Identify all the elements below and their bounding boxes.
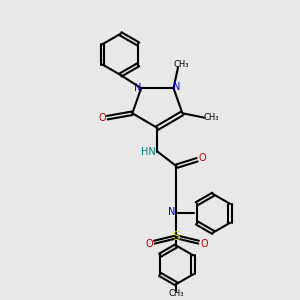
Text: O: O xyxy=(199,153,206,163)
Text: N: N xyxy=(168,207,176,217)
Text: O: O xyxy=(145,238,153,249)
Text: CH₃: CH₃ xyxy=(169,289,184,298)
Text: CH₃: CH₃ xyxy=(203,113,219,122)
Text: S: S xyxy=(172,230,181,243)
Text: CH₃: CH₃ xyxy=(173,60,189,69)
Text: N: N xyxy=(173,82,181,92)
Text: O: O xyxy=(98,113,106,123)
Text: O: O xyxy=(200,238,208,249)
Text: HN: HN xyxy=(141,146,155,157)
Text: N: N xyxy=(134,82,141,93)
